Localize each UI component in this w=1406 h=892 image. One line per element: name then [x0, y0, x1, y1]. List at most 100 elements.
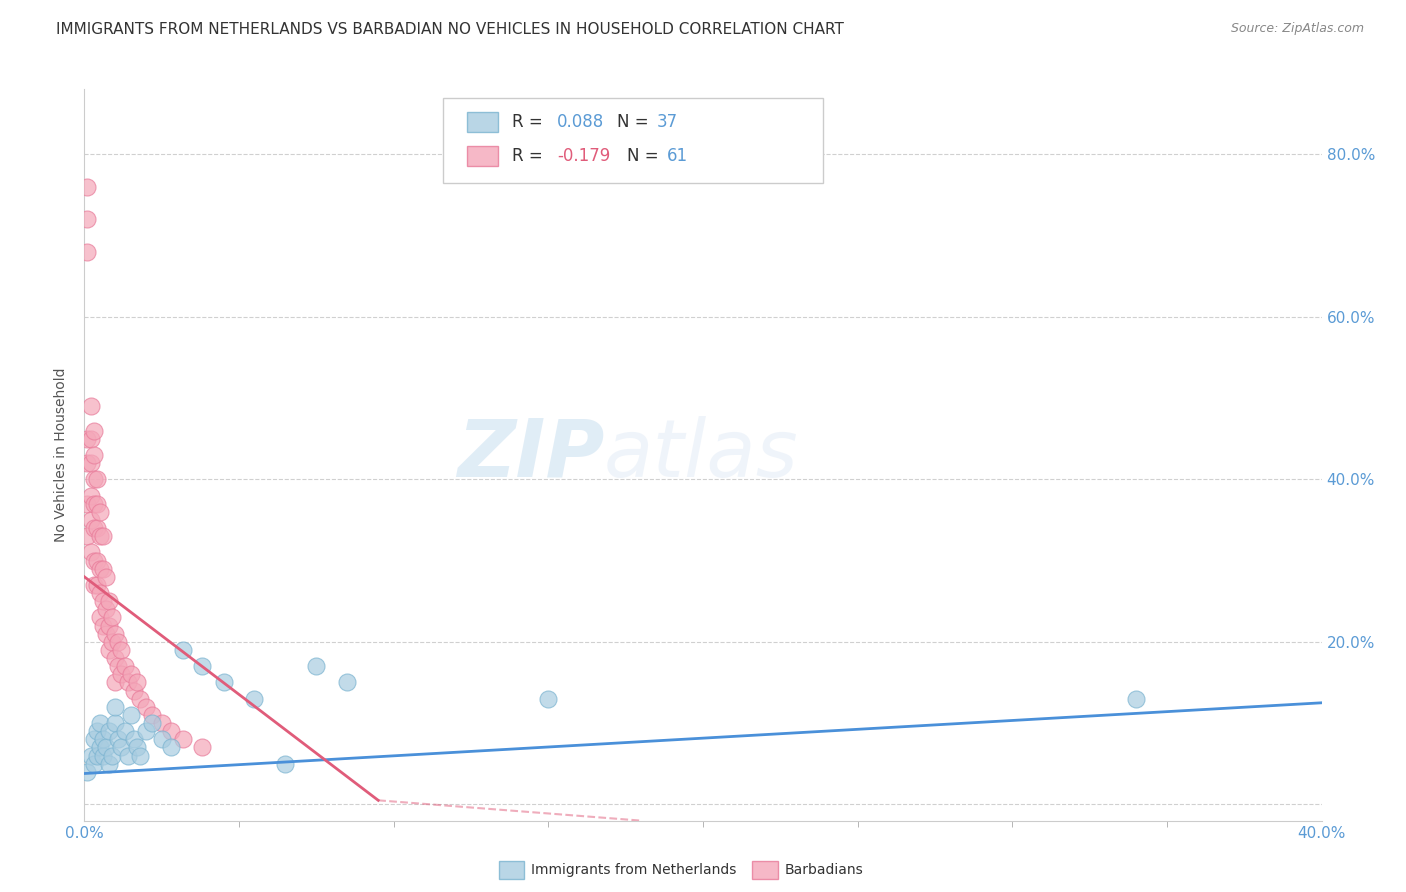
- Point: [107, 635, 129, 649]
- Point: [76, 529, 98, 543]
- Point: [79, 399, 101, 413]
- Text: ZIP: ZIP: [457, 416, 605, 494]
- Point: [114, 724, 136, 739]
- Point: [86, 497, 108, 511]
- Point: [114, 659, 136, 673]
- Point: [1125, 691, 1147, 706]
- Point: [89, 586, 111, 600]
- Point: [191, 740, 214, 755]
- Point: [537, 691, 560, 706]
- Point: [141, 716, 163, 731]
- Point: [94, 740, 117, 755]
- Point: [86, 472, 108, 486]
- Point: [89, 610, 111, 624]
- Point: [107, 659, 129, 673]
- Point: [141, 708, 163, 723]
- Point: [89, 562, 111, 576]
- Point: [117, 675, 139, 690]
- Point: [76, 497, 98, 511]
- Point: [86, 521, 108, 535]
- Point: [76, 179, 98, 194]
- Point: [101, 610, 124, 624]
- Point: [98, 724, 121, 739]
- Text: R =: R =: [512, 113, 548, 131]
- Point: [79, 513, 101, 527]
- Point: [83, 424, 105, 438]
- Text: R =: R =: [512, 147, 548, 165]
- Point: [150, 732, 173, 747]
- Point: [135, 699, 157, 714]
- Point: [122, 732, 145, 747]
- Point: [98, 756, 121, 771]
- Point: [120, 708, 142, 723]
- Text: Immigrants from Netherlands: Immigrants from Netherlands: [531, 863, 737, 877]
- Point: [135, 724, 157, 739]
- Point: [91, 618, 114, 632]
- Point: [160, 740, 183, 755]
- Point: [94, 602, 117, 616]
- Point: [89, 716, 111, 731]
- Text: 37: 37: [657, 113, 678, 131]
- Point: [91, 732, 114, 747]
- Point: [243, 691, 266, 706]
- Point: [83, 732, 105, 747]
- Point: [91, 748, 114, 763]
- Point: [76, 456, 98, 470]
- Point: [274, 756, 297, 771]
- Text: Barbadians: Barbadians: [785, 863, 863, 877]
- Point: [76, 244, 98, 259]
- Text: 61: 61: [666, 147, 688, 165]
- Point: [172, 732, 194, 747]
- Point: [83, 521, 105, 535]
- Point: [94, 570, 117, 584]
- Point: [79, 545, 101, 559]
- Point: [86, 578, 108, 592]
- Text: N =: N =: [617, 113, 654, 131]
- Point: [98, 643, 121, 657]
- Point: [336, 675, 359, 690]
- Point: [83, 448, 105, 462]
- Point: [76, 212, 98, 227]
- Point: [79, 748, 101, 763]
- Point: [91, 529, 114, 543]
- Point: [110, 740, 132, 755]
- Point: [83, 497, 105, 511]
- Point: [104, 716, 127, 731]
- Point: [79, 456, 101, 470]
- Point: [91, 594, 114, 608]
- Point: [150, 716, 173, 731]
- Point: [101, 635, 124, 649]
- Point: [83, 472, 105, 486]
- Text: IMMIGRANTS FROM NETHERLANDS VS BARBADIAN NO VEHICLES IN HOUSEHOLD CORRELATION CH: IMMIGRANTS FROM NETHERLANDS VS BARBADIAN…: [56, 22, 844, 37]
- Point: [89, 529, 111, 543]
- Point: [79, 432, 101, 446]
- Text: atlas: atlas: [605, 416, 799, 494]
- Point: [101, 748, 124, 763]
- Point: [160, 724, 183, 739]
- Point: [104, 675, 127, 690]
- Point: [83, 553, 105, 567]
- Text: N =: N =: [627, 147, 664, 165]
- Point: [79, 489, 101, 503]
- Point: [76, 764, 98, 779]
- Point: [110, 667, 132, 681]
- Y-axis label: No Vehicles in Household: No Vehicles in Household: [55, 368, 69, 542]
- Point: [83, 756, 105, 771]
- Point: [212, 675, 235, 690]
- Text: -0.179: -0.179: [557, 147, 610, 165]
- Point: [172, 643, 194, 657]
- Point: [125, 675, 148, 690]
- Point: [91, 562, 114, 576]
- Point: [110, 643, 132, 657]
- Point: [125, 740, 148, 755]
- Point: [120, 667, 142, 681]
- Point: [98, 594, 121, 608]
- Point: [129, 691, 152, 706]
- Point: [191, 659, 214, 673]
- Point: [76, 432, 98, 446]
- Point: [104, 651, 127, 665]
- Point: [86, 724, 108, 739]
- Point: [104, 626, 127, 640]
- Point: [83, 578, 105, 592]
- Point: [89, 505, 111, 519]
